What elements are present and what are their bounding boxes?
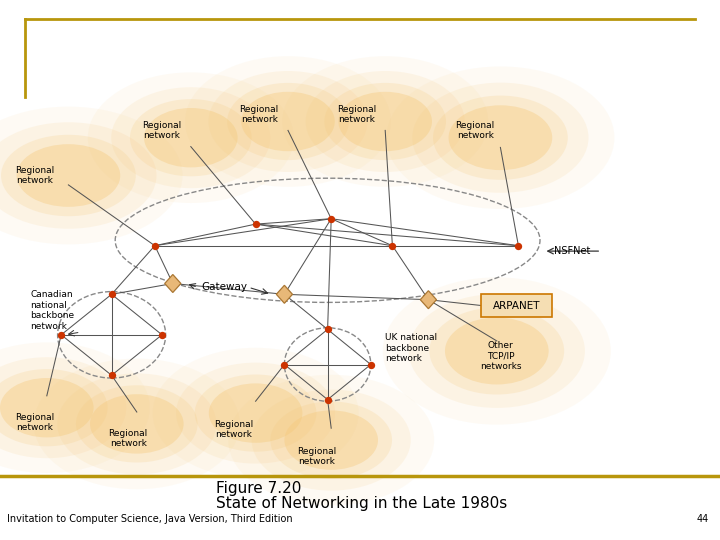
Ellipse shape	[282, 56, 488, 187]
Point	[322, 325, 333, 334]
Text: UK national
backbone
network: UK national backbone network	[385, 333, 437, 363]
Point	[513, 241, 524, 250]
Ellipse shape	[387, 66, 614, 209]
FancyBboxPatch shape	[482, 294, 552, 317]
Point	[365, 360, 377, 369]
Text: Figure 7.20: Figure 7.20	[216, 481, 302, 496]
Ellipse shape	[383, 278, 611, 424]
Ellipse shape	[1, 135, 136, 216]
Ellipse shape	[209, 71, 368, 172]
Ellipse shape	[433, 96, 568, 180]
Ellipse shape	[58, 374, 217, 475]
Ellipse shape	[338, 92, 432, 151]
Ellipse shape	[0, 342, 150, 473]
Ellipse shape	[88, 72, 294, 203]
Ellipse shape	[284, 410, 378, 470]
Text: 44: 44	[697, 515, 709, 524]
Ellipse shape	[0, 378, 94, 437]
Ellipse shape	[209, 383, 302, 443]
Point	[279, 360, 290, 369]
Ellipse shape	[130, 99, 252, 176]
Text: Regional
network: Regional network	[15, 413, 54, 432]
Ellipse shape	[252, 390, 410, 490]
Ellipse shape	[227, 83, 349, 160]
Text: Regional
network: Regional network	[337, 105, 376, 124]
Point	[106, 371, 117, 380]
Point	[106, 290, 117, 299]
Ellipse shape	[17, 144, 120, 207]
Ellipse shape	[449, 105, 552, 170]
Text: Regional
network: Regional network	[297, 447, 336, 466]
Ellipse shape	[413, 83, 588, 193]
Text: Regional
network: Regional network	[143, 121, 181, 140]
Ellipse shape	[445, 318, 549, 384]
Polygon shape	[276, 285, 292, 303]
Point	[387, 241, 398, 250]
Text: Invitation to Computer Science, Java Version, Third Edition: Invitation to Computer Science, Java Ver…	[7, 515, 293, 524]
Ellipse shape	[185, 56, 391, 187]
Text: Regional
network: Regional network	[456, 121, 495, 140]
Point	[55, 330, 67, 339]
Ellipse shape	[76, 386, 197, 462]
Ellipse shape	[153, 348, 359, 478]
Point	[250, 220, 261, 228]
Text: Other
TCP/IP
networks: Other TCP/IP networks	[480, 341, 521, 372]
Text: Regional
network: Regional network	[15, 166, 54, 185]
Ellipse shape	[228, 375, 434, 505]
Text: Regional
network: Regional network	[215, 420, 253, 439]
Ellipse shape	[241, 92, 335, 151]
Text: Regional
network: Regional network	[240, 105, 279, 124]
Ellipse shape	[0, 106, 182, 245]
Ellipse shape	[306, 71, 465, 172]
Polygon shape	[165, 274, 181, 293]
Point	[322, 395, 333, 404]
Ellipse shape	[0, 122, 156, 229]
Ellipse shape	[112, 87, 271, 188]
Ellipse shape	[429, 307, 564, 395]
Ellipse shape	[176, 363, 335, 463]
Ellipse shape	[0, 357, 127, 458]
Text: Canadian
national
backbone
network: Canadian national backbone network	[30, 291, 74, 330]
Point	[325, 214, 337, 223]
Ellipse shape	[270, 402, 392, 478]
Text: Gateway: Gateway	[202, 282, 248, 292]
Point	[156, 330, 168, 339]
Ellipse shape	[90, 394, 184, 454]
Text: NSFNet: NSFNet	[554, 246, 591, 256]
Ellipse shape	[0, 369, 108, 446]
Ellipse shape	[34, 359, 240, 489]
Text: State of Networking in the Late 1980s: State of Networking in the Late 1980s	[216, 496, 508, 511]
Polygon shape	[420, 291, 436, 309]
Text: Regional
network: Regional network	[109, 429, 148, 448]
Point	[149, 241, 161, 250]
Ellipse shape	[194, 375, 317, 451]
Ellipse shape	[324, 83, 446, 160]
Text: ARPANET: ARPANET	[493, 301, 541, 310]
Ellipse shape	[409, 294, 585, 408]
Ellipse shape	[144, 108, 238, 167]
